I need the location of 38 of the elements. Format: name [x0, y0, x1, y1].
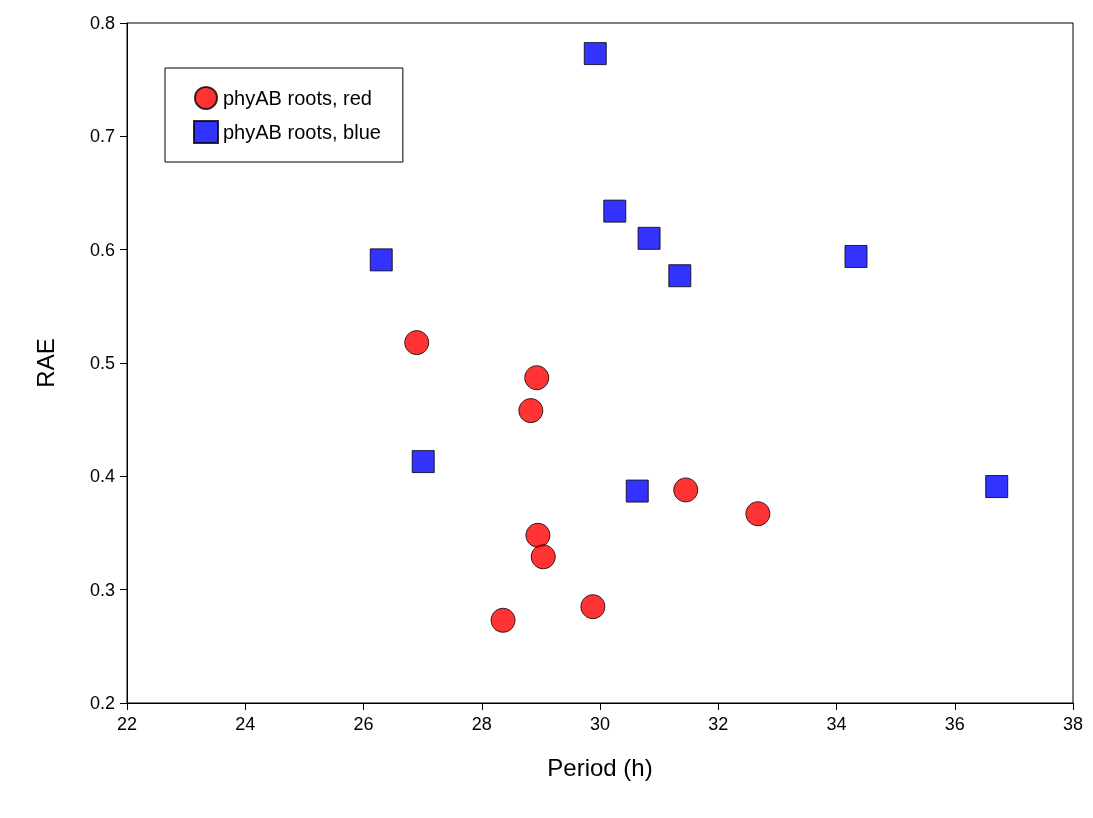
legend-label: phyAB roots, blue [223, 121, 381, 143]
legend-label: phyAB roots, red [223, 87, 372, 109]
x-tick-label: 24 [235, 714, 256, 734]
point [404, 330, 430, 356]
point [844, 244, 868, 268]
y-tick-label: 0.3 [89, 579, 115, 600]
point [603, 199, 627, 223]
point [985, 475, 1009, 499]
y-tick-label: 0.7 [89, 126, 115, 147]
point [369, 248, 393, 272]
point [490, 607, 516, 633]
y-tick-label: 0.4 [89, 466, 115, 487]
x-tick-label: 26 [353, 714, 374, 734]
x-tick-label: 36 [944, 714, 965, 734]
point [580, 594, 606, 620]
point [625, 479, 649, 503]
y-tick-label: 0.8 [89, 13, 115, 33]
x-tick-label: 22 [116, 714, 138, 734]
point [530, 544, 556, 570]
point [673, 477, 699, 503]
point [525, 522, 551, 548]
y-tick-label: 0.2 [89, 693, 115, 713]
point [637, 226, 661, 250]
y-tick-label: 0.5 [89, 353, 115, 373]
point [524, 365, 550, 391]
x-tick-label: 38 [1062, 714, 1084, 734]
x-tick-label: 32 [708, 714, 729, 734]
y-tick-label: 0.6 [89, 239, 115, 260]
point [668, 264, 692, 288]
point [745, 501, 771, 527]
x-tick-label: 28 [471, 714, 492, 734]
y-axis-title: RAE [31, 338, 59, 388]
point [411, 450, 435, 474]
x-tick-label: 30 [589, 714, 611, 734]
x-tick-label: 34 [826, 714, 847, 734]
point [518, 398, 544, 424]
x-axis-title: Period (h) [547, 753, 653, 781]
point [583, 42, 607, 66]
